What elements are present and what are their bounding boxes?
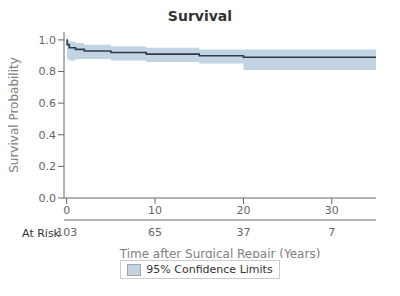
- svg-text:Survival Probability: Survival Probability: [8, 57, 21, 173]
- svg-text:10: 10: [148, 204, 162, 217]
- svg-text:0.2: 0.2: [39, 160, 57, 173]
- svg-text:30: 30: [325, 204, 339, 217]
- html-text:At Risk: At Risk: [22, 227, 60, 240]
- svg-text:7: 7: [328, 226, 335, 239]
- svg-text:20: 20: [236, 204, 250, 217]
- html-text:95% Confidence Limits: 95% Confidence Limits: [146, 263, 273, 276]
- html-text:Survival: Survival: [167, 8, 233, 24]
- svg-text:103: 103: [56, 225, 78, 239]
- svg-text:Time after Surgical Repair (Ye: Time after Surgical Repair (Years): [119, 247, 321, 258]
- svg-text:0.0: 0.0: [39, 192, 57, 205]
- svg-text:0.6: 0.6: [39, 97, 57, 110]
- svg-text:1.0: 1.0: [39, 34, 57, 47]
- svg-text:0.4: 0.4: [39, 129, 57, 142]
- svg-text:37: 37: [236, 226, 250, 239]
- svg-text:0.8: 0.8: [39, 65, 57, 78]
- svg-text:0: 0: [63, 204, 70, 217]
- svg-text:65: 65: [148, 226, 162, 239]
